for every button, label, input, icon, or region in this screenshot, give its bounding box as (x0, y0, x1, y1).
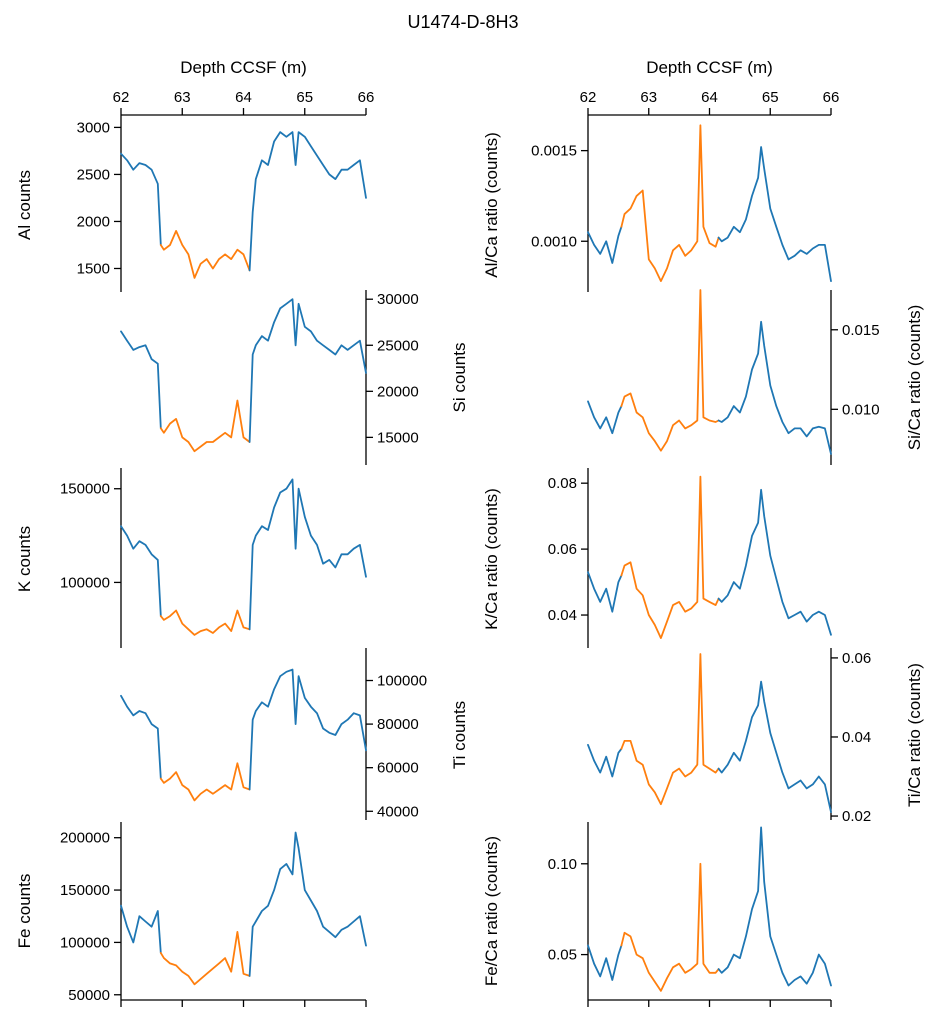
series-line-lower (248, 131, 367, 272)
chart-panel-7: 0.010 0.015 Si/Ca ratio (counts) (587, 289, 924, 465)
y-axis-title: Si/Ca ratio (counts) (905, 305, 924, 451)
y-tick-label: 80000 (377, 716, 419, 733)
series-line-upper (587, 225, 623, 264)
y-tick-label: 200000 (60, 830, 110, 847)
y-tick-label: 0.0010 (531, 233, 577, 250)
y-tick-label: 3000 (77, 119, 110, 136)
series-line-lower (717, 320, 832, 455)
x-tick-label: 63 (174, 89, 191, 106)
chart-panel-5: 50000 100000 150000 200000 Fe counts (15, 822, 367, 1007)
series-line-lower (717, 680, 832, 813)
y-tick-label: 100000 (60, 574, 110, 591)
y-axis-title: Ti counts (450, 701, 469, 769)
y-tick-label: 100000 (377, 673, 427, 690)
y-axis-title: Al/Ca ratio (counts) (482, 132, 501, 278)
chart-panel-10: 0.05 0.10 Fe/Ca ratio (counts) (482, 822, 832, 1007)
series-line-upper (587, 571, 623, 613)
series-line-lower (248, 478, 367, 631)
y-axis-title: K counts (15, 526, 34, 592)
y-tick-label: 0.06 (548, 541, 577, 558)
series-line-lower (717, 826, 832, 987)
y-tick-label: 1500 (77, 260, 110, 277)
y-tick-label: 150000 (60, 882, 110, 899)
panels: 1500 2000 2500 3000 Al counts 62 63 64 65 66 Depth… (15, 58, 924, 1007)
y-axis-title: Si counts (450, 343, 469, 413)
y-tick-label: 0.0015 (531, 143, 577, 160)
series-line-highlight (159, 399, 251, 453)
chart-panel-3: 100000 150000 K counts (15, 468, 367, 648)
series-line-highlight (159, 229, 251, 279)
y-axis-title: Ti/Ca ratio (counts) (905, 663, 924, 807)
series-line-lower (717, 146, 832, 283)
y-tick-label: 2500 (77, 166, 110, 183)
chart-panel-2: 15000 20000 25000 30000 Si counts (120, 290, 469, 465)
chart-panel-1: 1500 2000 2500 3000 Al counts 62 63 64 65 66 Depth… (15, 58, 374, 292)
y-tick-label: 0.015 (842, 322, 880, 339)
y-tick-label: 0.04 (842, 729, 871, 746)
x-tick-label: 66 (823, 89, 840, 106)
series-line-highlight (620, 862, 720, 992)
series-line-upper (120, 525, 162, 617)
y-axis-title: Al counts (15, 170, 34, 240)
y-tick-label: 100000 (60, 934, 110, 951)
series-line-upper (120, 904, 162, 954)
x-tick-label: 62 (113, 89, 130, 106)
chart-panel-9: 0.02 0.04 0.06 Ti/Ca ratio (counts) (587, 648, 924, 825)
y-tick-label: 30000 (377, 291, 419, 308)
x-tick-label: 64 (701, 89, 718, 106)
y-tick-label: 25000 (377, 337, 419, 354)
series-line-highlight (620, 475, 720, 639)
series-line-upper (120, 694, 162, 780)
x-tick-label: 66 (358, 89, 375, 106)
x-axis-title: Depth CCSF (m) (646, 58, 773, 77)
y-tick-label: 0.02 (842, 808, 871, 825)
y-axis-title: K/Ca ratio (counts) (482, 488, 501, 630)
y-tick-label: 0.08 (548, 475, 577, 492)
series-line-highlight (620, 289, 720, 452)
x-tick-label: 63 (640, 89, 657, 106)
y-tick-label: 0.05 (548, 947, 577, 964)
series-line-lower (248, 668, 367, 791)
chart-panel-6: 0.0010 0.0015 Al/Ca ratio (counts) 62 63 64 65… (482, 58, 839, 292)
series-line-upper (120, 152, 162, 246)
series-line-highlight (620, 124, 720, 283)
y-tick-label: 20000 (377, 383, 419, 400)
y-tick-label: 15000 (377, 429, 419, 446)
y-tick-label: 150000 (60, 481, 110, 498)
x-tick-label: 65 (296, 89, 313, 106)
y-tick-label: 2000 (77, 213, 110, 230)
series-line-upper (120, 330, 162, 430)
y-tick-label: 0.06 (842, 650, 871, 667)
series-line-upper (587, 400, 623, 435)
chart-panel-8: 0.04 0.06 0.08 K/Ca ratio (counts) (482, 468, 832, 648)
y-tick-label: 50000 (68, 987, 110, 1004)
x-tick-label: 65 (762, 89, 779, 106)
series-line-highlight (159, 609, 251, 636)
series-line-highlight (159, 762, 251, 802)
y-axis-title: Fe counts (15, 874, 34, 949)
series-line-highlight (159, 931, 251, 986)
series-line-highlight (620, 653, 720, 806)
y-tick-label: 0.010 (842, 401, 880, 418)
figure-title: U1474-D-8H3 (407, 12, 518, 32)
series-line-lower (717, 488, 832, 636)
series-line-lower (248, 298, 367, 443)
x-tick-label: 64 (235, 89, 252, 106)
y-tick-label: 0.10 (548, 856, 577, 873)
chart-panel-4: 40000 60000 80000 100000 Ti counts (120, 648, 469, 820)
series-line-lower (248, 831, 367, 977)
y-axis-title: Fe/Ca ratio (counts) (482, 836, 501, 986)
y-tick-label: 0.04 (548, 607, 577, 624)
y-tick-label: 60000 (377, 760, 419, 777)
x-tick-label: 62 (580, 89, 597, 106)
x-axis-title: Depth CCSF (m) (180, 58, 307, 77)
y-tick-label: 40000 (377, 803, 419, 820)
series-line-upper (587, 944, 623, 981)
series-line-upper (587, 744, 623, 778)
